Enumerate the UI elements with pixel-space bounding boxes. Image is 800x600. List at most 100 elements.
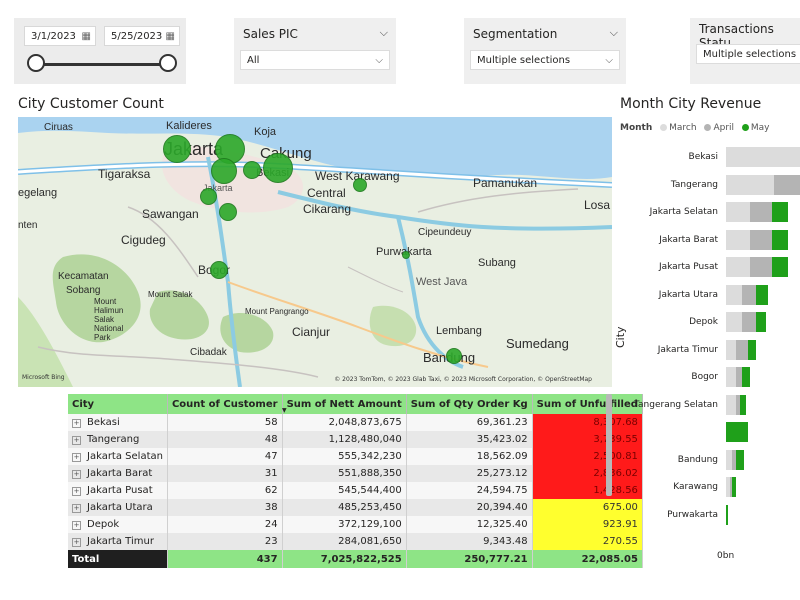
date-slider-track[interactable] [36,63,168,66]
revenue-bar-april[interactable] [742,284,756,305]
city-bubble-depok[interactable] [219,203,237,221]
expand-icon[interactable]: + [72,504,81,513]
map-attribution: © 2023 TomTom, © 2023 Glab Taxi, © 2023 … [334,376,592,383]
revenue-bar-march[interactable] [726,202,750,222]
revenue-bar-april[interactable] [736,339,748,360]
revenue-bar-march[interactable] [726,477,730,497]
revenue-bar-may[interactable] [726,504,728,525]
revenue-bar-april[interactable] [750,229,772,250]
revenue-city-label: Tangerang Selatan [634,399,718,410]
city-cell: + Bekasi [68,414,168,431]
nett-amount-cell: 1,128,480,040 [282,431,407,448]
table-scrollbar[interactable] [606,394,612,496]
chevron-down-icon[interactable]: ⌵ [605,55,613,66]
revenue-bar-may[interactable] [748,339,756,360]
map-label: Tigaraksa [98,167,151,181]
revenue-bar-april[interactable] [736,394,740,415]
date-slider-end-handle[interactable] [159,54,177,72]
sales-pic-dropdown[interactable]: All ⌵ [240,50,390,70]
end-date-input[interactable]: 5/25/2023 ▦ [104,26,180,46]
revenue-bar-march[interactable] [726,229,750,250]
table-row[interactable]: + Depok 24 372,129,100 12,325.40 923.91 [68,516,643,533]
city-customer-map[interactable]: Ciruas Kalideres Koja Jakarta Cakung Tig… [18,117,612,387]
expand-icon[interactable]: + [72,436,81,445]
table-row[interactable]: + Jakarta Timur 23 284,081,650 9,343.48 270.5… [68,533,643,550]
revenue-bar-march[interactable] [726,312,742,332]
revenue-bar-march[interactable] [726,394,736,415]
revenue-bar-march[interactable] [726,174,774,195]
expand-icon[interactable]: + [72,453,81,462]
revenue-bar-may[interactable] [756,312,766,332]
city-bubble-bekasi[interactable] [263,153,293,183]
revenue-bar-may[interactable] [736,449,744,470]
start-date-input[interactable]: 3/1/2023 ▦ [24,26,96,46]
revenue-bar-march[interactable] [726,339,736,360]
table-row[interactable]: + Jakarta Barat 31 551,888,350 25,273.12 2,83… [68,465,643,482]
chevron-down-icon[interactable]: ⌵ [379,26,388,39]
revenue-bar-april[interactable] [730,477,732,497]
revenue-bar-april[interactable] [732,449,736,470]
sort-descending-icon[interactable]: ▼ [282,407,287,414]
expand-icon[interactable]: + [72,487,81,496]
revenue-bar-may[interactable] [772,229,788,250]
date-slider-start-handle[interactable] [27,54,45,72]
revenue-bar-march[interactable] [726,257,750,277]
expand-icon[interactable]: + [72,521,81,530]
table-row[interactable]: + Jakarta Pusat 62 545,544,400 24,594.75 1,42… [68,482,643,499]
revenue-bar-may[interactable] [772,202,788,222]
column-header-count[interactable]: Count of Customer [167,394,283,414]
legend-item-may[interactable]: May [750,123,770,133]
column-header-unfulfilled[interactable]: Sum of Unfulfilled [532,394,643,414]
column-header-nett[interactable]: Sum of Nett Amount [282,394,407,414]
revenue-bar-april[interactable] [750,257,772,277]
column-header-city[interactable]: City [68,394,168,414]
unfulfilled-cell: 8,307.68 [532,414,643,431]
column-header-label: Sum of Nett Amount [286,398,402,410]
city-bubble-purwakarta[interactable] [402,251,410,259]
city-bubble-jakarta-barat[interactable] [211,158,237,184]
chevron-down-icon[interactable]: ⌵ [375,55,383,66]
column-header-qty[interactable]: Sum of Qty Order Kg [406,394,533,414]
legend-item-april[interactable]: April [713,123,735,133]
transaction-status-dropdown[interactable]: Multiple selections [696,44,800,64]
revenue-bar-may[interactable] [740,394,746,415]
table-row[interactable]: + Jakarta Selatan 47 555,342,230 18,562.09 2,… [68,448,643,465]
city-bubble-jakarta-utara[interactable] [163,135,191,163]
revenue-bar-may[interactable] [732,477,736,497]
expand-icon[interactable]: + [72,470,81,479]
revenue-bar-march[interactable] [726,367,736,387]
calendar-icon[interactable]: ▦ [81,31,91,42]
revenue-bar-april[interactable] [774,174,800,195]
revenue-axis-zero-label: 0bn [717,551,735,561]
calendar-icon[interactable]: ▦ [165,31,175,42]
revenue-bar-may[interactable] [756,284,768,305]
unfulfilled-cell: 675.00 [532,499,643,516]
revenue-city-label: Jakarta Pusat [658,262,718,272]
city-bubble-jakarta-timur[interactable] [243,161,261,179]
legend-item-march[interactable]: March [669,123,697,133]
revenue-bar-april[interactable] [742,312,756,332]
revenue-bar-may[interactable] [726,422,748,442]
table-row[interactable]: + Bekasi 58 2,048,873,675 69,361.23 8,307.68 [68,414,643,431]
segmentation-dropdown[interactable]: Multiple selections ⌵ [470,50,620,70]
expand-icon[interactable]: + [72,419,81,428]
revenue-bar-march[interactable] [726,147,800,167]
nett-amount-cell: 284,081,650 [282,533,407,550]
map-provider-label: Microsoft Bing [22,374,65,381]
revenue-bar-april[interactable] [736,367,742,387]
revenue-bar-may[interactable] [772,257,788,277]
revenue-city-label: Depok [689,317,718,327]
city-bubble-tangerang-selatan[interactable] [200,188,217,205]
expand-icon[interactable]: + [72,538,81,547]
revenue-bar-march[interactable] [726,284,742,305]
revenue-bar-march[interactable] [726,449,732,470]
revenue-bar-april[interactable] [750,202,772,222]
city-bubble-bandung[interactable] [446,348,462,364]
revenue-city-label: Bandung [677,454,718,465]
chevron-down-icon[interactable]: ⌵ [609,26,618,39]
table-row[interactable]: + Jakarta Utara 38 485,253,450 20,394.40 675.… [68,499,643,516]
city-bubble-bogor[interactable] [210,261,228,279]
city-bubble-karawang[interactable] [353,178,367,192]
table-row[interactable]: + Tangerang 48 1,128,480,040 35,423.02 3,739.… [68,431,643,448]
revenue-bar-may[interactable] [742,367,750,387]
